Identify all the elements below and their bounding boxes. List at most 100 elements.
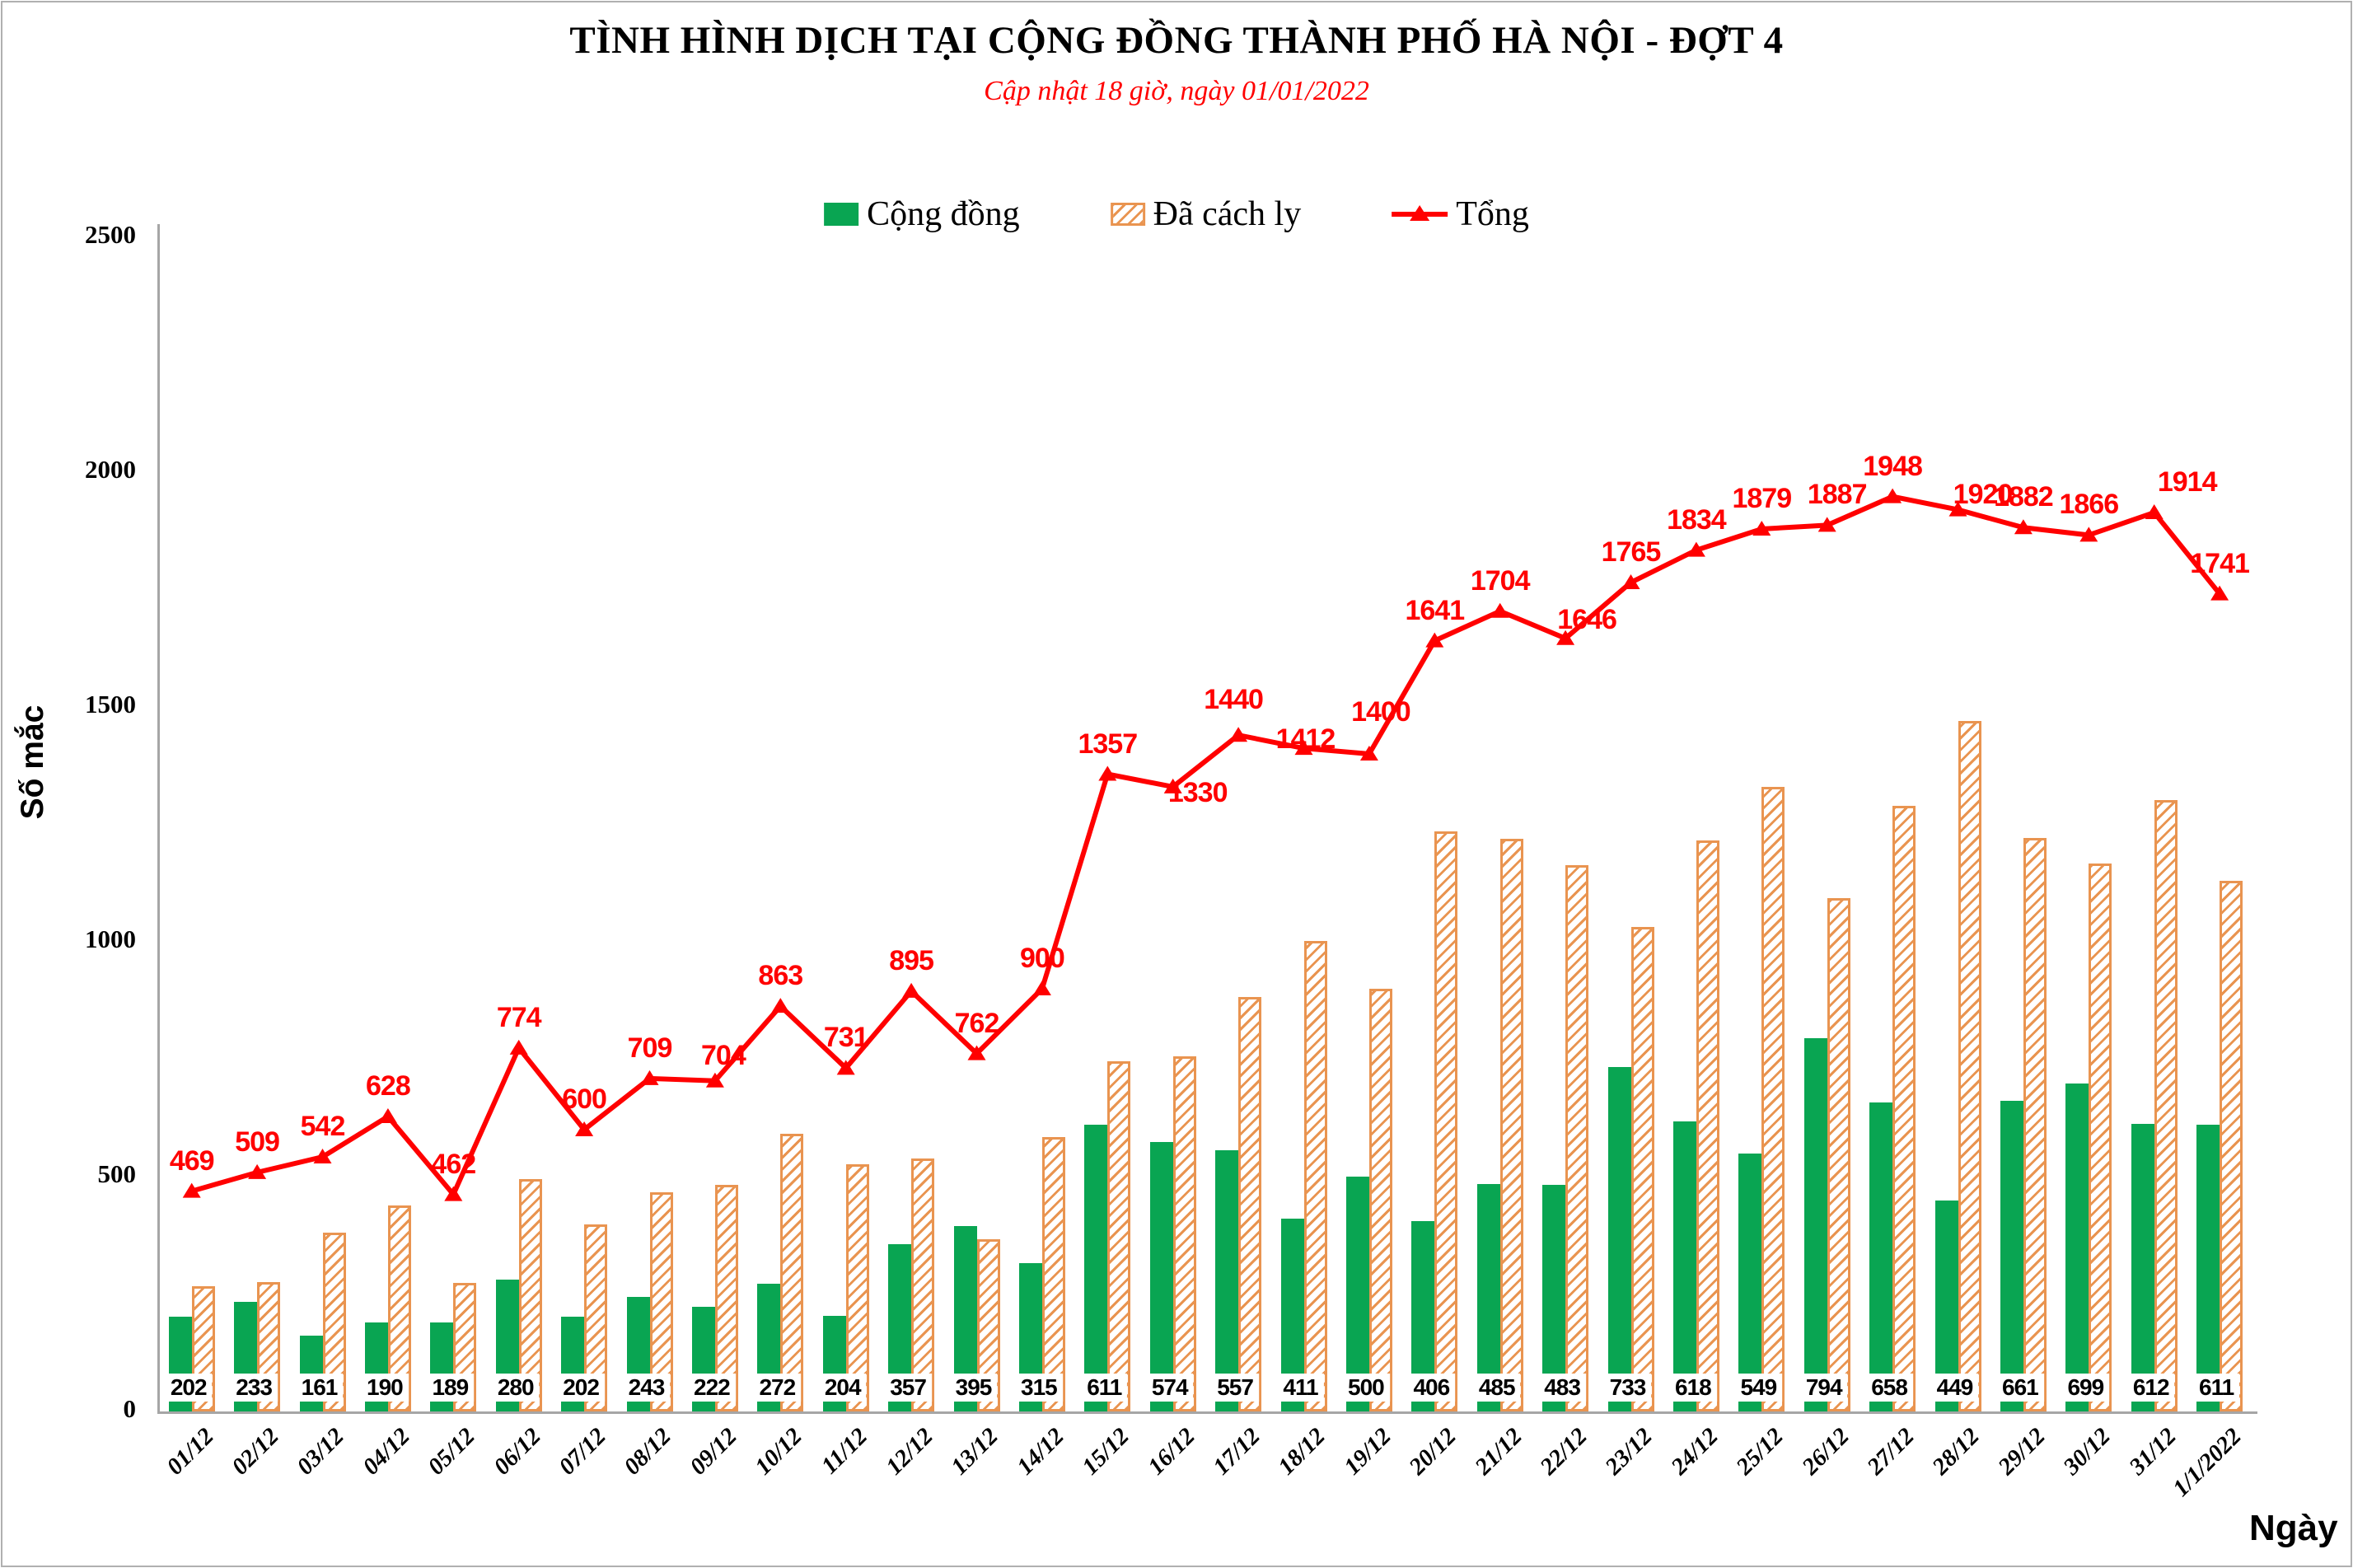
total-line-marker [1163,778,1182,793]
total-value-label: 1357 [1078,728,1138,760]
total-line-marker [2210,585,2229,601]
bar-quarantined [2154,799,2178,1411]
community-value-label: 190 [361,1374,409,1402]
total-value-label: 704 [701,1039,746,1071]
community-value-label: 243 [622,1374,671,1402]
bar-quarantined [1041,1136,1065,1411]
bar-community [1738,1154,1762,1411]
bar-quarantined [911,1158,935,1411]
bar-quarantined [1696,840,1719,1411]
community-value-label: 574 [1145,1374,1194,1402]
total-line-marker [1883,488,1902,503]
legend-item-quarantined: Đã cách ly [1110,194,1302,234]
bar-quarantined [1368,989,1392,1411]
bar-quarantined [845,1163,869,1411]
total-value-label: 731 [823,1022,869,1054]
bar-quarantined [780,1134,804,1411]
community-value-label: 618 [1669,1374,1717,1402]
total-line-marker [1229,727,1248,742]
community-value-label: 449 [1930,1374,1979,1402]
y-tick-label: 2000 [85,455,136,484]
x-axis-title: Ngày [2249,1508,2338,1548]
total-value-label: 542 [300,1111,346,1143]
total-line-marker [1817,517,1836,532]
bar-quarantined [1238,996,1262,1411]
legend-item-total: Tổng [1392,194,1529,234]
community-value-label: 272 [753,1374,802,1402]
total-value-label: 774 [496,1001,542,1033]
total-value-label: 1882 [1994,481,2054,513]
community-value-label: 485 [1472,1374,1521,1402]
community-value-label: 406 [1407,1374,1456,1402]
total-line-swatch-icon [1392,204,1448,221]
community-value-label: 357 [884,1374,932,1402]
total-line-marker [575,1121,594,1136]
total-value-label: 895 [889,944,934,976]
total-value-label: 1887 [1807,479,1868,511]
community-value-label: 202 [557,1374,605,1402]
community-value-label: 189 [426,1374,475,1402]
total-line-marker [2079,527,2098,542]
community-value-label: 612 [2126,1374,2175,1402]
bar-quarantined [1827,897,1850,1411]
bar-community [2196,1124,2220,1411]
total-value-label: 1948 [1863,450,1923,482]
total-line-marker [1948,501,1967,517]
total-line-marker [640,1070,659,1085]
total-line-marker [1686,541,1705,557]
total-value-label: 628 [366,1070,411,1102]
y-tick-label: 1500 [85,690,136,718]
total-line-marker [444,1186,463,1201]
y-tick-label: 2500 [85,220,136,249]
community-value-label: 483 [1538,1374,1586,1402]
total-value-label: 900 [1020,943,1065,974]
community-value-label: 161 [295,1374,344,1402]
bar-quarantined [1172,1056,1196,1411]
community-value-label: 794 [1799,1374,1848,1402]
total-line-marker [182,1182,201,1198]
total-value-label: 1440 [1204,684,1264,716]
community-value-label: 549 [1734,1374,1783,1402]
bar-community [2065,1083,2089,1411]
total-line-marker [836,1060,855,1075]
total-value-label: 1914 [2157,466,2218,498]
total-value-label: 1741 [2190,547,2250,579]
legend: Cộng đồng Đã cách ly Tổng [824,194,1529,234]
total-value-label: 709 [627,1032,673,1064]
total-line-marker [967,1045,986,1060]
bar-quarantined [518,1179,542,1411]
legend-label-quarantined: Đã cách ly [1153,195,1302,233]
community-value-label: 733 [1603,1374,1652,1402]
total-line-marker [509,1039,528,1055]
total-line-marker [1294,740,1313,756]
bar-community [2000,1101,2023,1411]
total-line-marker [378,1108,397,1124]
community-value-label: 500 [1342,1374,1390,1402]
bar-community [1869,1102,1893,1411]
chart-title: TÌNH HÌNH DỊCH TẠI CỘNG ĐỒNG THÀNH PHỐ H… [569,19,1784,62]
bar-community [1803,1038,1827,1411]
y-tick-label: 500 [97,1159,137,1188]
bar-quarantined [1958,720,1981,1411]
legend-label-community: Cộng đồng [867,195,1020,233]
total-line-marker [2014,519,2033,535]
bar-community [1215,1149,1239,1411]
total-value-label: 762 [954,1007,1000,1039]
community-value-label: 699 [2061,1374,2110,1402]
community-value-label: 204 [818,1374,867,1402]
total-value-label: 863 [758,960,803,992]
bar-community [1672,1121,1696,1411]
x-axis-line [157,1411,2257,1414]
total-line-marker [313,1149,332,1164]
total-value-label: 1412 [1275,723,1336,756]
total-value-label: 509 [235,1126,280,1158]
bar-community [1084,1124,1108,1411]
community-value-label: 661 [1996,1374,2044,1402]
total-line-marker [2145,504,2164,520]
community-value-label: 233 [230,1374,278,1402]
bar-quarantined [1303,941,1327,1411]
y-tick-label: 0 [123,1394,137,1423]
bar-community [1607,1067,1631,1411]
bar-quarantined [1892,805,1916,1411]
